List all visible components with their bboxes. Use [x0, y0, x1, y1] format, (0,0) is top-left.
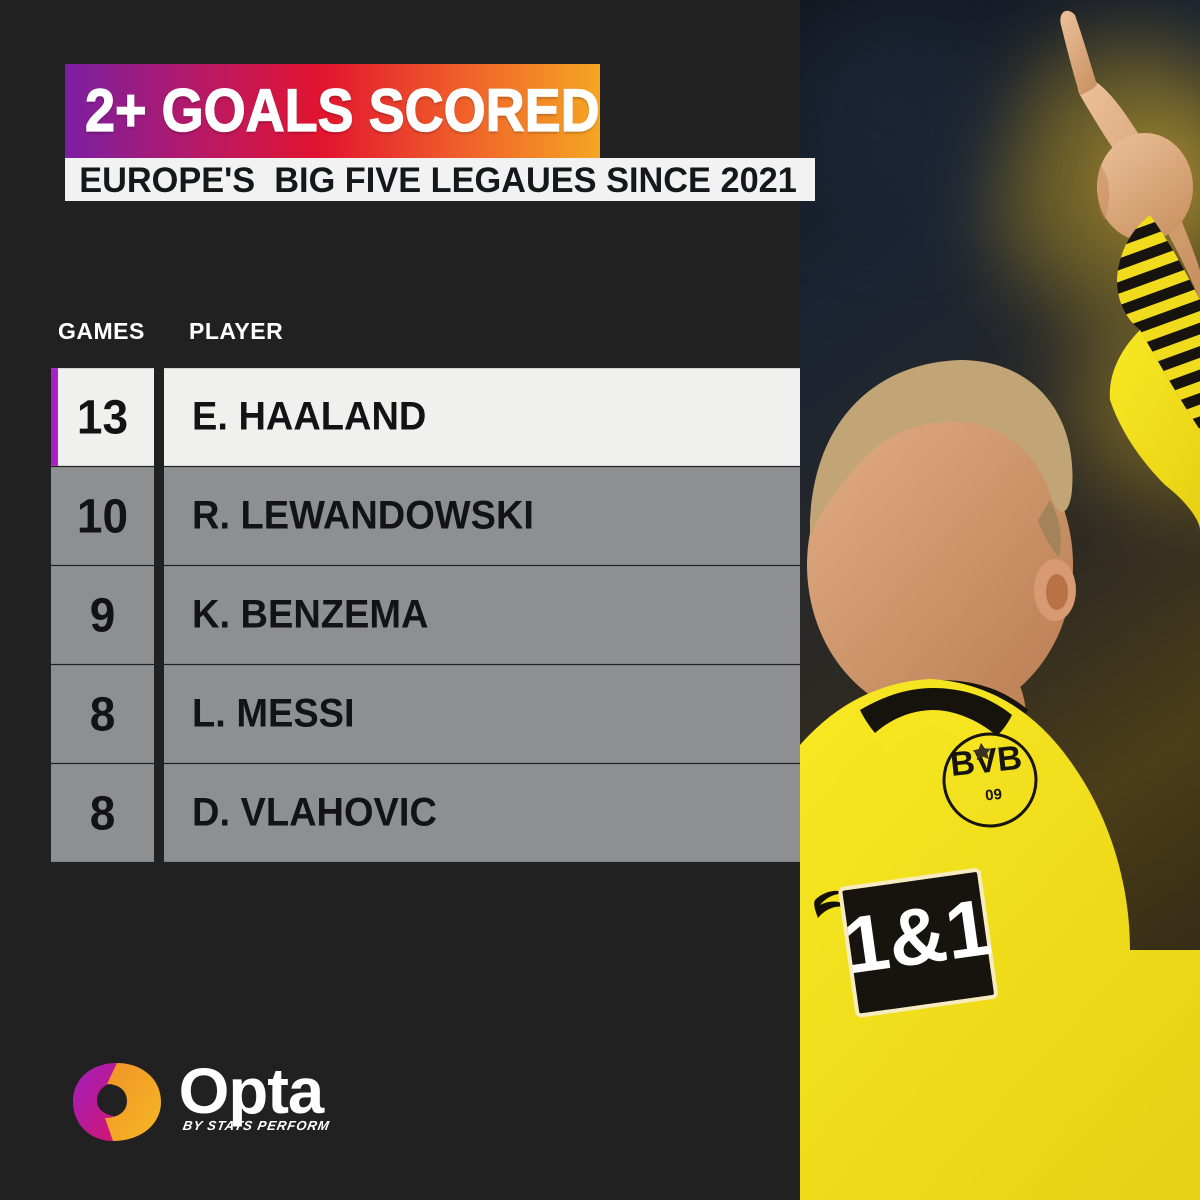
svg-text:BVB: BVB: [948, 739, 1023, 784]
svg-text:09: 09: [984, 786, 1002, 805]
